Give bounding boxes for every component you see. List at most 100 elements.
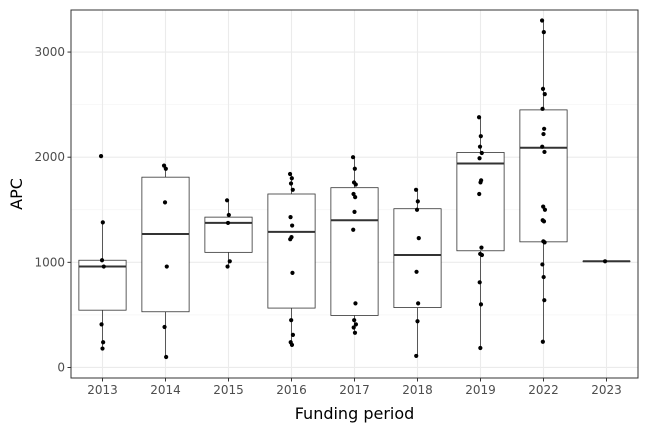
data-point bbox=[226, 212, 231, 218]
x-tick-label: 2019 bbox=[465, 383, 496, 397]
data-point bbox=[479, 252, 485, 258]
data-point bbox=[353, 195, 358, 200]
data-point bbox=[225, 264, 230, 269]
y-tick-label: 2000 bbox=[34, 150, 65, 164]
box-iqr bbox=[141, 176, 190, 313]
data-point bbox=[288, 181, 294, 186]
y-tick-label: 3000 bbox=[34, 45, 65, 59]
data-point bbox=[540, 262, 545, 267]
data-point bbox=[101, 340, 106, 345]
data-point bbox=[414, 353, 419, 359]
data-point bbox=[290, 270, 295, 275]
data-point bbox=[414, 269, 419, 274]
data-point bbox=[351, 191, 356, 197]
box-2022 bbox=[519, 20, 568, 342]
data-point bbox=[478, 302, 484, 307]
data-point bbox=[477, 280, 482, 285]
data-point bbox=[225, 220, 231, 226]
data-point bbox=[287, 171, 293, 177]
y-axis-title: APC bbox=[7, 178, 26, 210]
box-2014 bbox=[141, 165, 190, 357]
x-tick-label: 2023 bbox=[591, 383, 622, 397]
data-point bbox=[540, 144, 545, 149]
data-point bbox=[224, 198, 230, 203]
data-point bbox=[540, 106, 545, 111]
data-point bbox=[290, 187, 295, 192]
data-point bbox=[352, 318, 357, 323]
data-point bbox=[478, 134, 483, 139]
data-point bbox=[542, 240, 547, 245]
data-point bbox=[352, 166, 357, 171]
x-tick-label: 2016 bbox=[276, 383, 307, 397]
data-point bbox=[353, 182, 358, 187]
data-point bbox=[289, 342, 295, 347]
data-point bbox=[288, 237, 293, 242]
points-layer bbox=[98, 18, 608, 360]
data-point bbox=[352, 330, 358, 335]
x-tick-label: 2013 bbox=[87, 383, 118, 397]
box-2017 bbox=[330, 157, 379, 333]
data-point bbox=[479, 150, 484, 156]
data-point bbox=[540, 339, 545, 344]
box-2019 bbox=[456, 117, 505, 349]
data-point bbox=[99, 258, 105, 263]
data-point bbox=[541, 29, 546, 35]
data-point bbox=[539, 18, 545, 23]
box-iqr bbox=[267, 193, 316, 309]
box-iqr bbox=[456, 152, 505, 252]
x-tick-label: 2018 bbox=[402, 383, 433, 397]
data-point bbox=[162, 324, 167, 330]
data-point bbox=[413, 187, 419, 192]
data-point bbox=[414, 207, 420, 212]
data-point bbox=[100, 346, 105, 351]
box-2013 bbox=[78, 222, 127, 349]
data-point bbox=[542, 207, 548, 212]
x-axis: 2013 2014 2015 2016 2017 2018 2019 2022 2023 bbox=[87, 378, 622, 397]
data-point bbox=[350, 155, 356, 160]
data-point bbox=[353, 301, 358, 306]
data-point bbox=[289, 176, 294, 181]
data-point bbox=[542, 298, 547, 303]
box-iqr bbox=[330, 187, 379, 316]
data-point bbox=[478, 345, 483, 351]
data-point bbox=[415, 319, 420, 324]
data-point bbox=[290, 332, 296, 337]
box-iqr bbox=[78, 259, 127, 311]
x-tick-label: 2015 bbox=[213, 383, 244, 397]
data-point bbox=[542, 92, 547, 97]
data-point bbox=[164, 264, 169, 269]
data-point bbox=[289, 318, 294, 323]
data-point bbox=[101, 264, 106, 269]
x-tick-label: 2017 bbox=[339, 383, 370, 397]
y-tick-label: 0 bbox=[57, 360, 65, 374]
data-point bbox=[479, 245, 484, 250]
data-point bbox=[288, 215, 293, 220]
x-axis-title: Funding period bbox=[295, 404, 415, 423]
data-point bbox=[477, 144, 483, 149]
box-iqr bbox=[393, 208, 442, 308]
data-point bbox=[478, 180, 483, 185]
data-point bbox=[352, 209, 357, 214]
data-point bbox=[416, 301, 421, 306]
data-point bbox=[542, 149, 547, 155]
data-point bbox=[162, 200, 168, 205]
data-point bbox=[477, 156, 482, 161]
data-point bbox=[227, 259, 232, 264]
data-point bbox=[161, 163, 167, 168]
data-point bbox=[351, 325, 356, 330]
data-point bbox=[542, 126, 547, 131]
data-point bbox=[477, 191, 482, 197]
data-point bbox=[540, 86, 546, 91]
data-point bbox=[415, 199, 420, 204]
y-axis: 0 1000 2000 3000 bbox=[34, 45, 71, 374]
data-point bbox=[602, 259, 608, 264]
box-2016 bbox=[267, 174, 316, 345]
data-point bbox=[541, 219, 547, 224]
data-point bbox=[99, 322, 104, 327]
data-point bbox=[163, 166, 168, 171]
data-point bbox=[100, 220, 105, 225]
data-point bbox=[541, 274, 546, 280]
y-tick-label: 1000 bbox=[34, 255, 65, 269]
data-point bbox=[353, 322, 359, 327]
